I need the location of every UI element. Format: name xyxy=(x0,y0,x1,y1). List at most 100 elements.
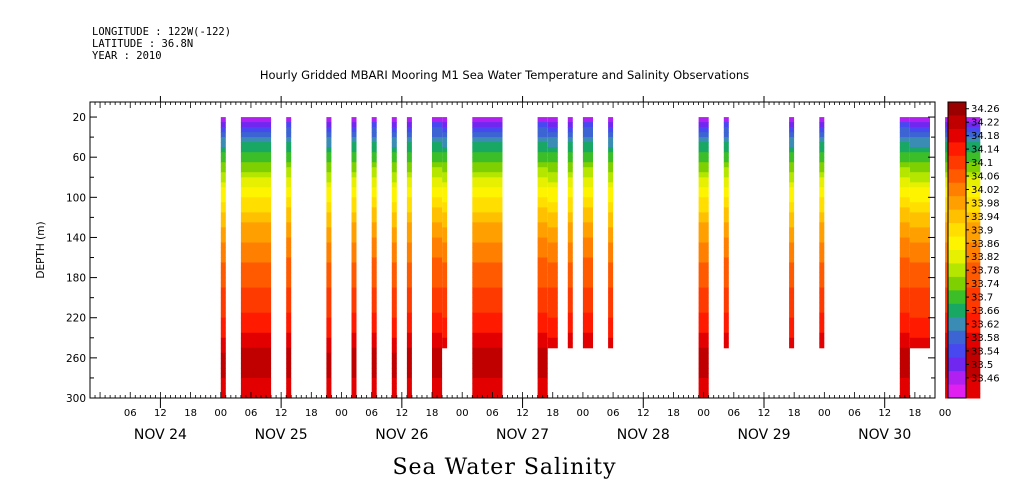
data-cell xyxy=(899,388,910,394)
data-cell xyxy=(547,307,558,314)
data-cell xyxy=(723,227,729,233)
data-cell xyxy=(723,317,729,324)
colorbar-label: 34.26 xyxy=(971,104,1000,115)
data-cell xyxy=(371,377,377,384)
data-cell xyxy=(819,312,825,319)
data-cell xyxy=(286,197,292,203)
data-cell xyxy=(286,207,292,213)
data-cell xyxy=(567,152,573,158)
data-cell xyxy=(608,337,614,344)
data-cell xyxy=(789,312,795,319)
colorbar-swatch xyxy=(948,115,966,130)
data-cell xyxy=(442,292,448,299)
data-cell xyxy=(909,272,930,279)
data-cell xyxy=(698,347,709,354)
x-hour-label: 12 xyxy=(154,408,167,419)
data-cell xyxy=(723,332,729,339)
chart-subtitle: Sea Water Salinity xyxy=(392,455,617,480)
data-cell xyxy=(899,267,910,274)
data-cell xyxy=(567,337,573,344)
data-cell xyxy=(909,177,930,183)
data-cell xyxy=(567,277,573,284)
data-cell xyxy=(442,257,448,263)
data-cell xyxy=(432,342,443,349)
data-cell xyxy=(371,252,377,258)
data-cell xyxy=(240,122,272,128)
data-cell xyxy=(819,127,825,133)
data-cell xyxy=(240,297,272,304)
data-cell xyxy=(472,312,503,319)
data-cell xyxy=(789,142,795,148)
data-cell xyxy=(442,222,448,228)
data-cell xyxy=(442,207,448,213)
data-cell xyxy=(371,207,377,213)
data-cell xyxy=(286,167,292,173)
data-cell xyxy=(351,197,357,203)
data-cell xyxy=(240,262,272,268)
data-cell xyxy=(371,132,377,138)
data-cell xyxy=(567,122,573,128)
data-cell xyxy=(406,197,412,203)
data-cell xyxy=(723,142,729,148)
data-cell xyxy=(537,262,548,268)
data-cell xyxy=(371,237,377,243)
data-cell xyxy=(537,192,548,198)
data-cell xyxy=(698,197,709,203)
data-cell xyxy=(286,152,292,158)
data-cell xyxy=(371,367,377,374)
data-cell xyxy=(432,127,443,133)
y-tick-label: 260 xyxy=(66,353,86,365)
data-cell xyxy=(220,372,226,379)
data-cell xyxy=(909,157,930,163)
data-cell xyxy=(326,292,332,299)
data-cell xyxy=(547,327,558,334)
data-cell xyxy=(537,277,548,284)
data-cell xyxy=(909,172,930,178)
data-cell xyxy=(391,302,397,309)
data-cell xyxy=(472,287,503,294)
data-cell xyxy=(240,347,272,354)
data-cell xyxy=(442,342,448,349)
data-cell xyxy=(406,222,412,228)
data-cell xyxy=(899,182,910,188)
data-cell xyxy=(220,237,226,243)
data-cell xyxy=(819,267,825,274)
data-column xyxy=(442,117,448,349)
data-cell xyxy=(286,187,292,193)
data-cell xyxy=(351,282,357,289)
data-cell xyxy=(286,302,292,309)
colorbar-swatch xyxy=(948,290,966,305)
data-cell xyxy=(608,212,614,218)
data-cell xyxy=(789,247,795,253)
data-cell xyxy=(326,262,332,268)
data-cell xyxy=(351,372,357,379)
data-cell xyxy=(582,257,593,263)
data-cell xyxy=(789,157,795,163)
data-cell xyxy=(608,122,614,128)
data-cell xyxy=(371,297,377,304)
data-cell xyxy=(286,177,292,183)
data-cell xyxy=(472,187,503,193)
data-cell xyxy=(326,237,332,243)
data-cell xyxy=(789,252,795,258)
x-hour-label: 00 xyxy=(939,408,952,419)
data-cell xyxy=(472,382,503,389)
data-cell xyxy=(819,247,825,253)
data-cell xyxy=(326,162,332,168)
data-cell xyxy=(582,132,593,138)
data-cell xyxy=(442,192,448,198)
data-cell xyxy=(220,242,226,248)
data-cell xyxy=(326,332,332,339)
data-cell xyxy=(698,162,709,168)
data-cell xyxy=(220,197,226,203)
data-cell xyxy=(608,202,614,208)
data-cell xyxy=(442,282,448,289)
data-cell xyxy=(371,267,377,274)
data-cell xyxy=(371,197,377,203)
data-cell xyxy=(391,152,397,158)
data-cell xyxy=(240,137,272,143)
data-cell xyxy=(371,257,377,263)
data-cell xyxy=(789,272,795,279)
data-cell xyxy=(789,242,795,248)
data-cell xyxy=(351,247,357,253)
